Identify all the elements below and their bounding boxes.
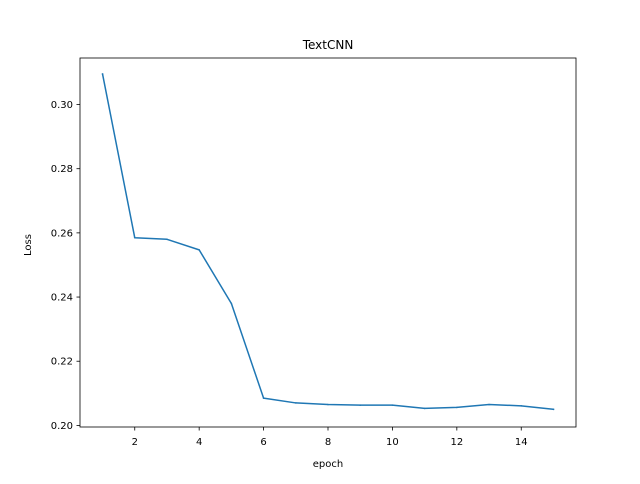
chart-title: TextCNN: [302, 38, 354, 52]
data-point: [294, 402, 297, 404]
data-point: [456, 406, 458, 409]
x-tick-label: 4: [196, 437, 202, 448]
x-axis-ticks: 2 4 6 8 10 12 14: [132, 427, 528, 448]
data-point: [166, 238, 168, 241]
x-tick-label: 12: [450, 437, 463, 448]
y-tick-label: 0.26: [51, 228, 73, 239]
y-tick-label: 0.20: [51, 421, 73, 432]
data-point: [327, 403, 329, 406]
data-point: [133, 236, 136, 239]
data-point: [488, 403, 490, 406]
x-tick-label: 2: [132, 437, 138, 448]
y-tick-label: 0.28: [51, 164, 73, 175]
data-point: [359, 404, 362, 406]
x-axis-label: epoch: [313, 459, 343, 470]
data-point: [101, 73, 104, 75]
data-point: [423, 407, 426, 410]
data-point: [520, 405, 523, 407]
x-tick-label: 14: [515, 437, 528, 448]
y-axis-label: Loss: [23, 234, 34, 256]
series-layer: [101, 73, 555, 411]
plot-frame: [79, 57, 577, 428]
data-point: [198, 249, 200, 251]
y-axis-ticks: 0.20 0.22 0.24 0.26 0.28 0.30: [51, 100, 80, 432]
data-point: [552, 408, 555, 411]
x-tick-label: 10: [386, 437, 399, 448]
x-tick-label: 8: [325, 437, 331, 448]
y-tick-label: 0.30: [51, 100, 73, 111]
data-point: [262, 397, 265, 399]
x-tick-label: 6: [260, 437, 266, 448]
y-tick-label: 0.24: [51, 293, 73, 304]
data-point: [391, 404, 394, 406]
y-tick-label: 0.22: [51, 357, 73, 368]
data-point: [230, 302, 233, 305]
